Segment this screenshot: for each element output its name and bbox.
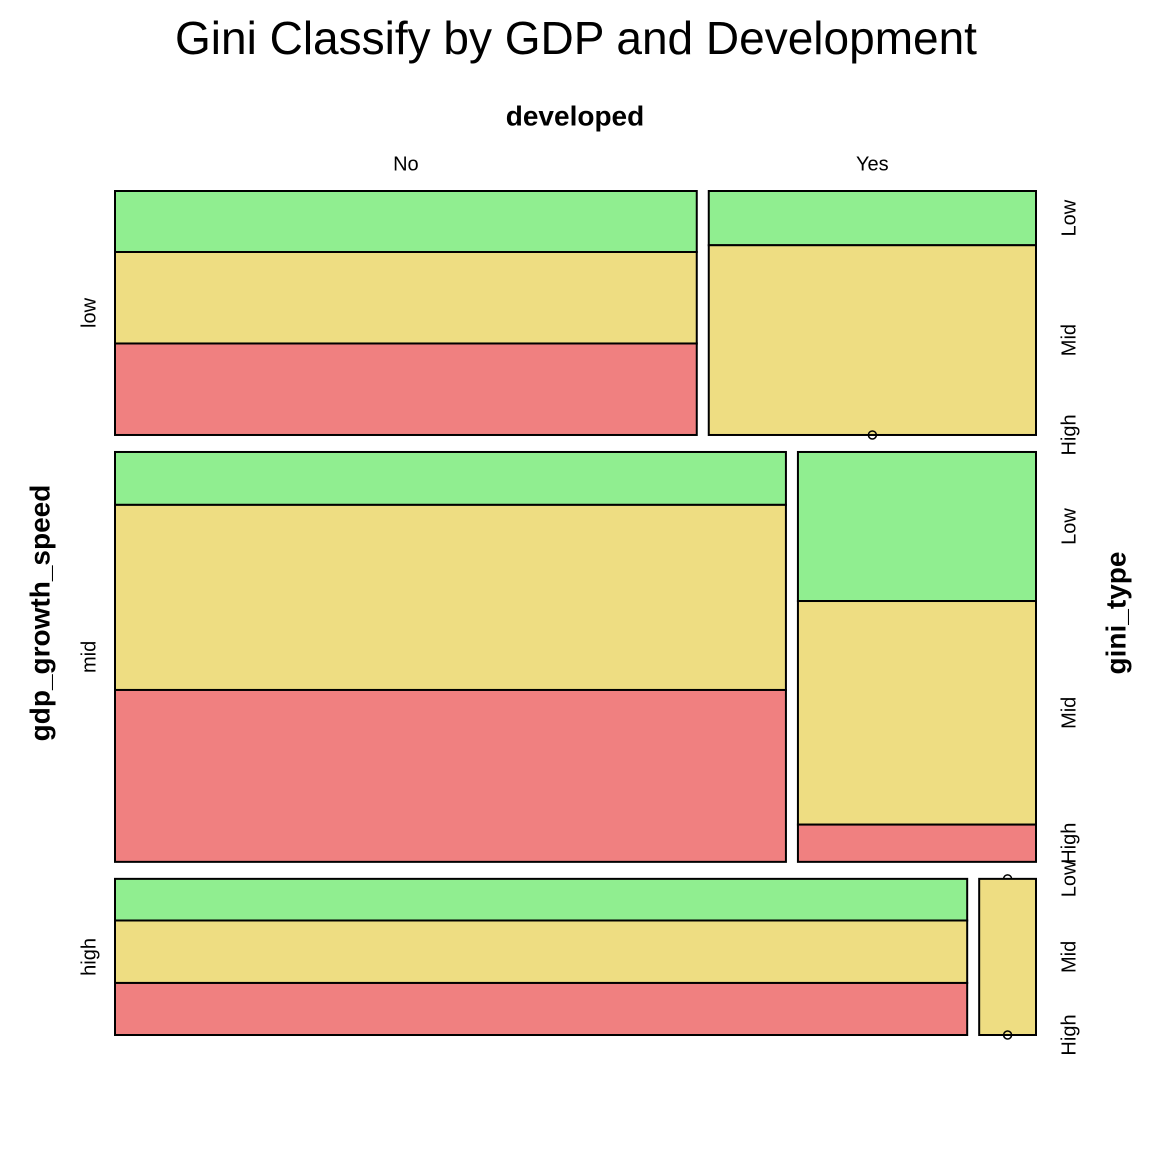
level-label: Mid: [1058, 941, 1080, 973]
empty-cell: [867, 430, 878, 440]
z-axis-title: gini_type: [1100, 552, 1131, 675]
tile: [114, 503, 787, 691]
tile: [114, 450, 787, 506]
y-axis-title: gdp_growth_speed: [24, 485, 55, 742]
level-label: Mid: [1058, 324, 1080, 356]
row-label: low: [78, 297, 100, 328]
tile: [978, 877, 1037, 1036]
tile: [707, 190, 1037, 247]
level-label: Low: [1058, 199, 1080, 236]
column-label: No: [393, 153, 419, 175]
level-label: Low: [1058, 508, 1080, 545]
tile: [114, 342, 698, 436]
level-label: Mid: [1058, 697, 1080, 729]
tile: [114, 877, 969, 922]
tile: [796, 600, 1038, 826]
tile: [114, 190, 698, 253]
tile: [114, 919, 969, 984]
row-label: mid: [78, 641, 100, 673]
tile: [796, 450, 1038, 603]
row-label: high: [78, 938, 100, 976]
tile: [707, 244, 1037, 436]
empty-cell: [1002, 1030, 1013, 1040]
x-axis-title: developed: [506, 100, 644, 131]
chart-title: Gini Classify by GDP and Development: [175, 12, 977, 64]
level-label: High: [1058, 1014, 1080, 1055]
level-label: Low: [1058, 860, 1080, 897]
level-label: High: [1058, 823, 1080, 864]
tile: [796, 823, 1038, 863]
tile: [114, 688, 787, 863]
column-label: Yes: [856, 153, 889, 175]
tile: [114, 250, 698, 345]
level-label: High: [1058, 414, 1080, 455]
tile: [114, 981, 969, 1036]
